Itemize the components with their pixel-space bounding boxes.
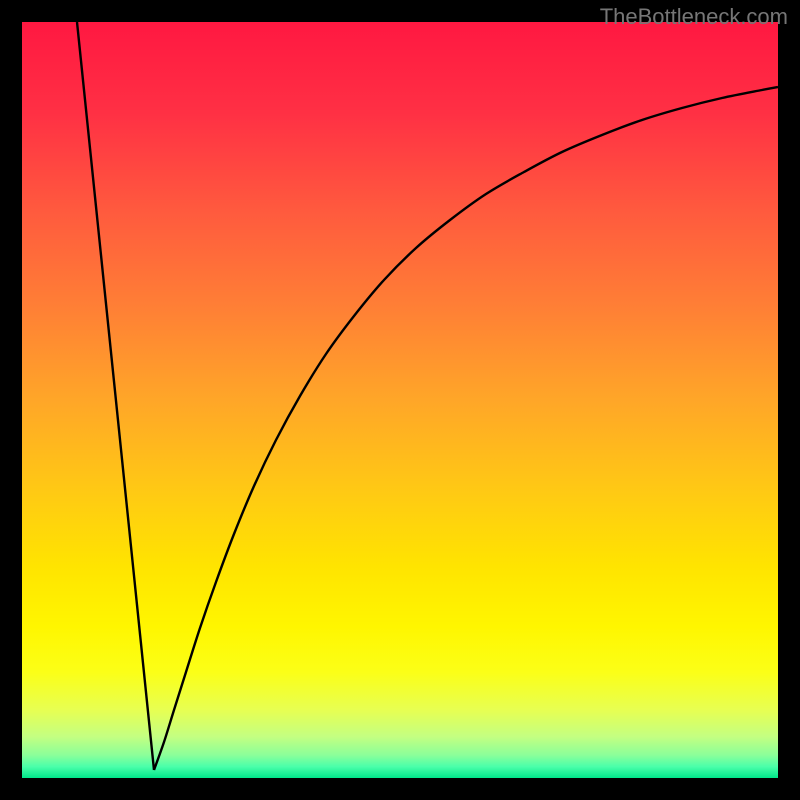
left-curve-line <box>77 22 154 770</box>
chart-container: TheBottleneck.com <box>0 0 800 800</box>
watermark-text: TheBottleneck.com <box>600 4 788 30</box>
plot-area <box>22 22 778 778</box>
curve-layer <box>22 22 778 778</box>
right-curve-line <box>154 87 778 770</box>
